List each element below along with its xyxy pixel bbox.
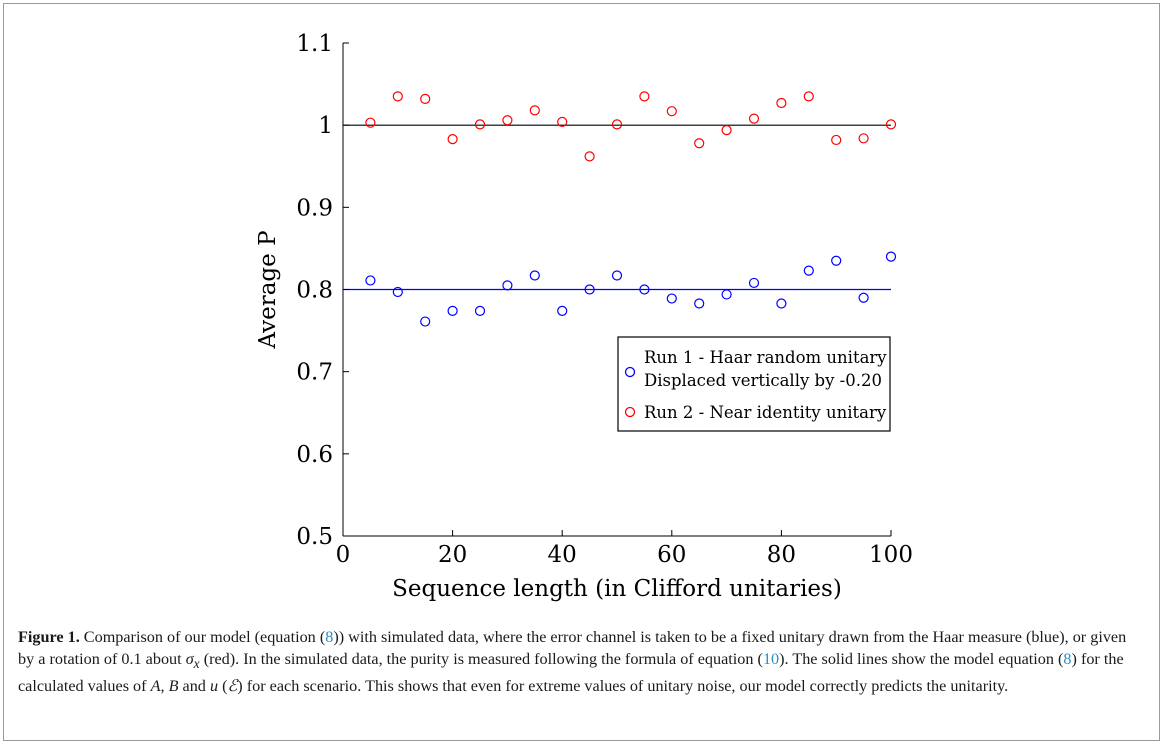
data-point-run1 <box>639 284 650 295</box>
data-point-run1 <box>858 292 869 303</box>
x-tick-label: 100 <box>869 542 913 568</box>
y-tick-label: 0.5 <box>296 524 333 550</box>
chart: 0 20 40 60 80 100 0.5 0.6 0.7 0.8 0.9 1 1.1 Sequence… <box>255 31 913 602</box>
data-point-run1 <box>474 305 486 316</box>
caption-math-subscript: x <box>193 656 200 672</box>
legend-label-run2: Run 2 - Near identity unitary <box>644 403 887 422</box>
data-point-run1 <box>885 251 897 262</box>
caption-label: Figure 1. <box>18 628 80 646</box>
data-point-run1 <box>365 275 376 286</box>
y-tick-label: 0.9 <box>296 195 333 221</box>
caption-math: u <box>209 677 219 696</box>
x-tick-label: 20 <box>438 542 467 568</box>
x-tick-label: 40 <box>548 542 577 568</box>
caption-math: A <box>150 677 161 696</box>
legend-label-run1-line2: Displaced vertically by -0.20 <box>644 371 882 390</box>
data-point-run2 <box>611 119 623 130</box>
data-point-run2 <box>776 97 787 109</box>
data-point-run2 <box>365 117 376 128</box>
legend-box <box>617 336 891 432</box>
data-point-run2 <box>831 134 842 146</box>
data-point-run2 <box>392 91 403 102</box>
caption-text: ) for each scenario. This shows that eve… <box>237 677 1009 696</box>
caption-text: ) for the calculated values of <box>18 650 1124 696</box>
y-tick-label: 0.8 <box>296 278 333 304</box>
data-point-run2 <box>721 124 732 136</box>
caption-text: ( <box>218 677 228 696</box>
y-tick-label: 0.6 <box>296 442 333 468</box>
data-point-run2 <box>858 133 869 144</box>
caption-math: σ <box>185 650 194 668</box>
caption-text: and <box>178 677 210 696</box>
y-tick-label: 1.1 <box>296 31 333 57</box>
legend-label-run1: Run 1 - Haar random unitary <box>644 348 887 367</box>
data-point-run1 <box>776 298 787 309</box>
equation-ref-link[interactable]: 8 <box>1063 650 1072 668</box>
y-tick-label: 0.7 <box>296 360 333 386</box>
data-point-run1 <box>748 277 760 289</box>
data-point-run2 <box>529 105 540 116</box>
legend-marker-run1 <box>624 366 636 378</box>
data-point-run2 <box>447 134 458 145</box>
data-point-run1 <box>447 305 458 316</box>
data-point-run2 <box>803 91 814 102</box>
caption-text: )) with simulated data, where the error … <box>18 628 1127 668</box>
data-point-run1 <box>721 289 732 300</box>
x-tick-label: 0 <box>336 542 351 568</box>
data-point-run1 <box>420 316 431 327</box>
data-point-run1 <box>392 286 403 298</box>
data-point-run1 <box>666 293 677 304</box>
y-axis-title: Average P <box>255 230 281 349</box>
x-tick-label: 80 <box>767 542 796 568</box>
data-point-run2 <box>420 93 431 104</box>
data-point-run1 <box>529 270 540 281</box>
caption-math: B <box>168 677 179 696</box>
data-point-run2 <box>694 138 705 149</box>
data-point-run1 <box>584 284 595 295</box>
data-point-run1 <box>831 255 842 266</box>
equation-ref-link[interactable]: 8 <box>325 628 334 646</box>
x-tick-label: 60 <box>657 542 686 568</box>
caption-text: , <box>160 677 169 696</box>
data-point-run1 <box>611 270 623 281</box>
caption-math: ℰ <box>227 677 238 696</box>
data-point-run2 <box>502 115 513 126</box>
data-point-run2 <box>748 113 760 124</box>
equation-ref-link[interactable]: 10 <box>762 650 780 668</box>
data-point-run2 <box>639 91 650 102</box>
legend: Run 1 - Haar random unitary Displaced ve… <box>617 336 891 432</box>
x-axis-title: Sequence length (in Clifford unitaries) <box>392 576 842 602</box>
data-point-run1 <box>502 280 513 291</box>
caption-text: Comparison of our model (equation ( <box>79 628 326 646</box>
data-point-run2 <box>557 116 568 127</box>
y-tick-label: 1 <box>318 113 333 139</box>
data-point-run1 <box>803 265 814 276</box>
data-point-run2 <box>474 119 486 130</box>
data-point-run2 <box>885 119 897 130</box>
data-point-run1 <box>694 298 705 309</box>
caption-text: ). The solid lines show the model equati… <box>779 650 1064 668</box>
figure-caption: Figure 1. Comparison of our model (equat… <box>18 626 1143 697</box>
legend-marker-run2 <box>624 406 636 418</box>
caption-text: (red). In the simulated data, the purity… <box>199 650 763 668</box>
data-point-run1 <box>557 305 568 316</box>
data-point-run2 <box>584 151 595 162</box>
figure-frame <box>3 3 1160 741</box>
data-point-run2 <box>666 106 677 117</box>
